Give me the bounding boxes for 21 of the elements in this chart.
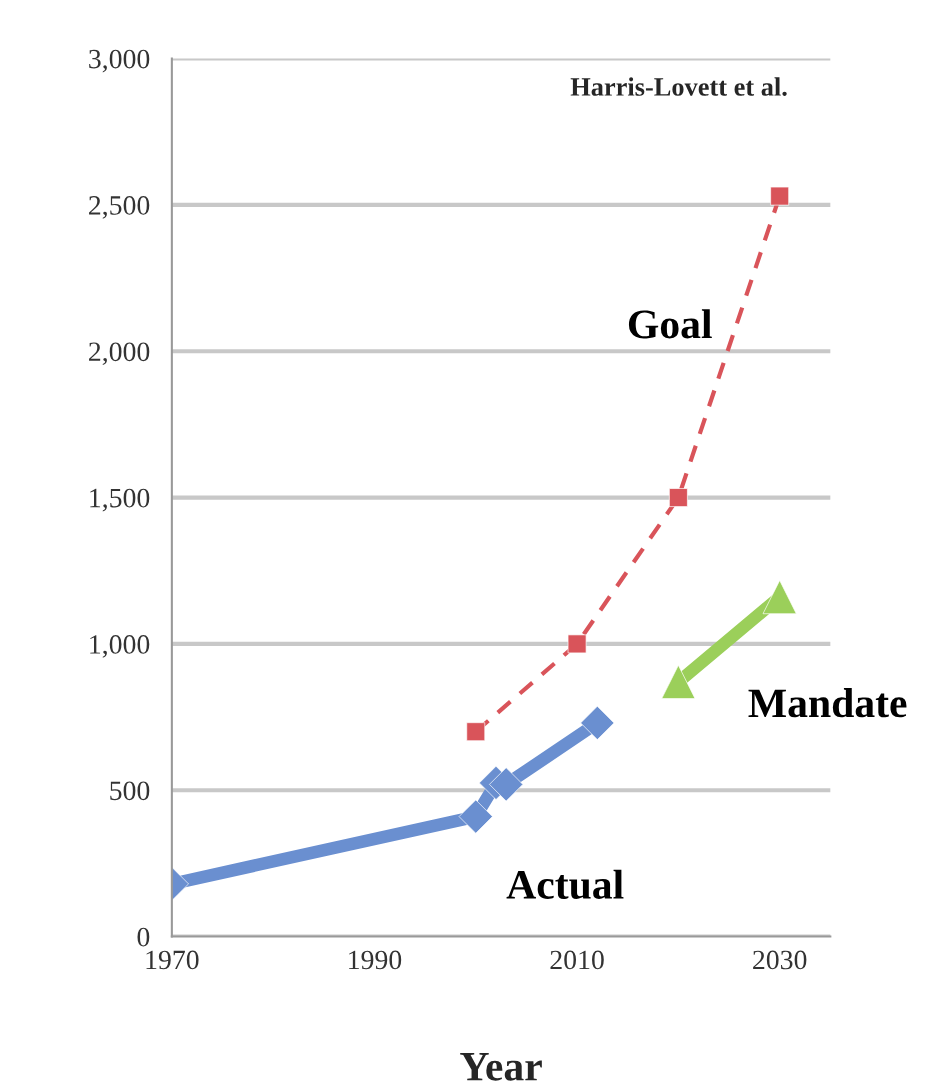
y-tick-label: 3,000 bbox=[89, 49, 150, 73]
point bbox=[458, 799, 493, 834]
point bbox=[489, 767, 524, 802]
y-tick-label: 2,500 bbox=[89, 196, 150, 219]
point bbox=[567, 634, 587, 654]
series-label: Goal bbox=[628, 309, 712, 339]
point bbox=[770, 186, 790, 206]
y-tick-label: 1,500 bbox=[90, 488, 150, 512]
y-tick-label: 2,000 bbox=[89, 342, 150, 366]
series-label: Actual bbox=[506, 869, 624, 900]
y-tick-label: 1,000 bbox=[90, 635, 150, 658]
x-tick-label: 2010 bbox=[550, 950, 604, 970]
y-tick-label: 500 bbox=[110, 781, 150, 801]
x-tick-label: 1970 bbox=[146, 950, 199, 970]
x-axis-title: Year bbox=[460, 1052, 542, 1081]
x-tick-label: 1990 bbox=[349, 950, 402, 970]
y-tick-label: 0 bbox=[137, 927, 150, 947]
x-tick-label: 2030 bbox=[753, 950, 807, 970]
point bbox=[661, 664, 696, 699]
annotation: Harris-Lovett et al. bbox=[570, 77, 787, 96]
series-label: Mandate bbox=[748, 688, 907, 718]
